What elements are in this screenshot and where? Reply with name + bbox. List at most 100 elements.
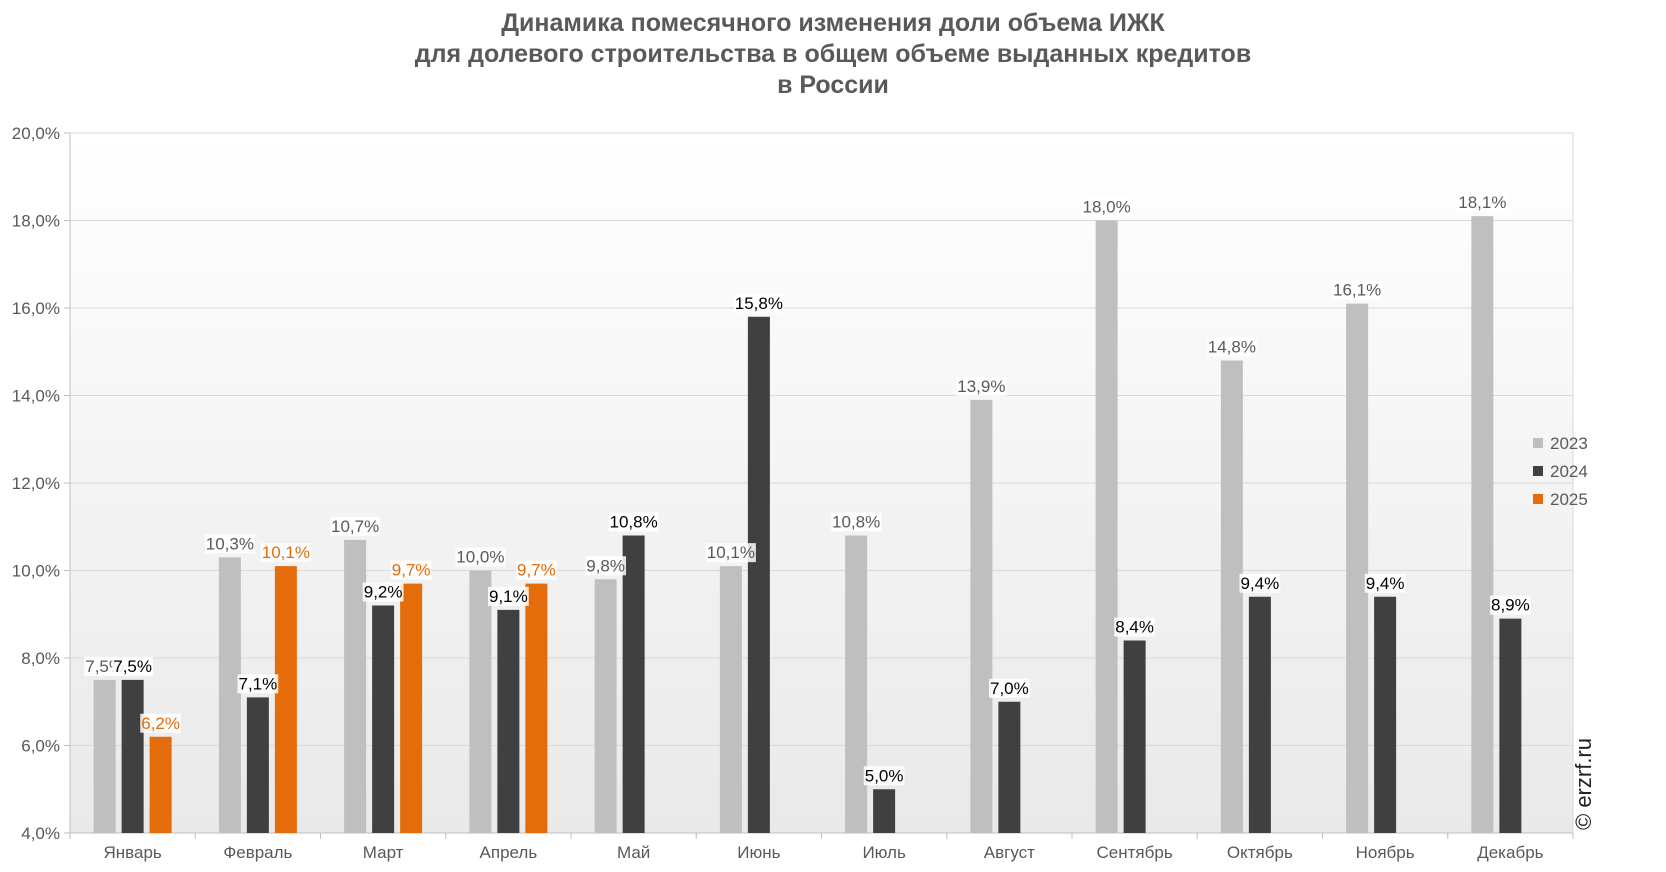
y-tick-label: 4,0% <box>21 824 60 843</box>
data-label-2024: 5,0% <box>865 766 904 785</box>
data-labels: 7,5% 10,3% 10,7% 10,0% 9,8% 10,1% 10,8% 13,9% 18… <box>84 193 1531 786</box>
bar-2024 <box>372 605 395 833</box>
x-tick-label: Апрель <box>480 843 538 862</box>
data-label-2024: 10,8% <box>610 513 658 532</box>
legend-label-2023: 2023 <box>1550 434 1588 453</box>
data-label-background <box>455 547 506 567</box>
x-tick-label: Июнь <box>737 843 780 862</box>
watermark: © erzrf.ru <box>1571 738 1596 830</box>
data-label-background <box>487 586 529 606</box>
x-tick-label: Январь <box>103 843 161 862</box>
data-label-2025: 10,1% <box>262 543 310 562</box>
data-label-background <box>988 678 1030 698</box>
x-tick-label: Август <box>984 843 1035 862</box>
bar-2025 <box>274 566 297 833</box>
bar-2024 <box>1374 596 1397 833</box>
data-label-2023: 13,9% <box>957 377 1005 396</box>
chart-title-line-1: Динамика помесячного изменения доли объе… <box>501 9 1165 37</box>
bar-2024 <box>747 316 770 833</box>
data-label-2023: 16,1% <box>1333 281 1381 300</box>
data-label-background <box>831 512 882 532</box>
data-label-2023: 18,0% <box>1083 198 1131 217</box>
y-tick-label: 10,0% <box>12 562 60 581</box>
legend-label-2024: 2024 <box>1550 462 1588 481</box>
bar-2023 <box>594 579 617 833</box>
data-label-2024: 9,4% <box>1241 574 1280 593</box>
y-tick-label: 6,0% <box>21 737 60 756</box>
data-label-background <box>204 534 255 554</box>
bar-2023 <box>1346 303 1369 833</box>
data-label-2023: 18,1% <box>1458 193 1506 212</box>
data-label-2023: 10,3% <box>206 534 254 553</box>
y-tick-label: 20,0% <box>12 124 60 143</box>
data-label-2024: 15,8% <box>735 294 783 313</box>
bar-2025 <box>400 583 423 833</box>
data-label-2023: 10,1% <box>707 543 755 562</box>
data-label-background <box>863 766 905 786</box>
bar-2023 <box>1095 220 1118 833</box>
chart-title-line-2: для долевого строительства в общем объем… <box>414 40 1252 68</box>
bar-2023 <box>344 539 367 833</box>
x-tick-label: Июль <box>862 843 906 862</box>
data-label-background <box>1364 573 1406 593</box>
data-label-background <box>260 543 311 563</box>
data-label-background <box>330 516 381 536</box>
data-label-background <box>608 512 659 532</box>
data-label-2023: 10,8% <box>832 513 880 532</box>
data-label-2023: 10,7% <box>331 517 379 536</box>
data-label-background <box>585 556 627 576</box>
data-label-2024: 8,9% <box>1491 596 1530 615</box>
bar-2023 <box>469 570 492 833</box>
x-tick-label: Май <box>617 843 650 862</box>
bar-2023 <box>93 679 116 833</box>
legend-swatch-2024 <box>1533 466 1543 476</box>
legend: 2023 2024 2025 <box>1533 434 1588 509</box>
data-label-background <box>1457 193 1508 213</box>
data-label-background <box>237 674 279 694</box>
data-label-2023: 10,0% <box>456 548 504 567</box>
data-label-2023: 14,8% <box>1208 338 1256 357</box>
y-tick-label: 18,0% <box>12 212 60 231</box>
data-label-2024: 7,0% <box>990 679 1029 698</box>
bar-2024 <box>1499 618 1522 833</box>
legend-swatch-2023 <box>1533 438 1543 448</box>
x-tick-label: Сентябрь <box>1097 843 1173 862</box>
bar-2023 <box>218 557 241 833</box>
data-label-background <box>1239 573 1281 593</box>
data-label-background <box>705 543 756 563</box>
data-label-background <box>390 560 432 580</box>
data-label-2024: 7,5% <box>113 657 152 676</box>
data-label-2024: 9,2% <box>364 583 403 602</box>
bar-2024 <box>998 701 1021 833</box>
bar-2025 <box>525 583 548 833</box>
y-tick-label: 8,0% <box>21 649 60 668</box>
bar-2024 <box>1123 640 1146 833</box>
x-tick-label: Октябрь <box>1227 843 1293 862</box>
data-label-background <box>1114 617 1156 637</box>
bar-2023 <box>845 535 868 833</box>
bar-2023 <box>1471 216 1494 833</box>
data-label-background <box>112 656 154 676</box>
data-label-2024: 7,1% <box>239 674 278 693</box>
legend-label-2025: 2025 <box>1550 490 1588 509</box>
bar-2024 <box>121 679 144 833</box>
data-label-background <box>733 293 784 313</box>
data-label-2025: 9,7% <box>517 561 556 580</box>
bar-2024 <box>1248 596 1271 833</box>
data-label-background <box>1206 337 1257 357</box>
data-label-2024: 8,4% <box>1115 618 1154 637</box>
y-tick-label: 16,0% <box>12 299 60 318</box>
legend-swatch-2025 <box>1533 494 1543 504</box>
x-tick-label: Февраль <box>223 843 292 862</box>
chart-title: Динамика помесячного изменения доли объе… <box>0 8 1666 101</box>
bar-2023 <box>1220 360 1243 833</box>
bar-2025 <box>149 736 172 833</box>
bar-2024 <box>622 535 645 833</box>
data-label-background <box>1489 595 1531 615</box>
data-label-2023: 9,8% <box>586 556 625 575</box>
bar-2023 <box>970 399 993 833</box>
data-label-2024: 9,1% <box>489 587 528 606</box>
x-tick-label: Март <box>363 843 404 862</box>
data-label-background <box>362 582 404 602</box>
